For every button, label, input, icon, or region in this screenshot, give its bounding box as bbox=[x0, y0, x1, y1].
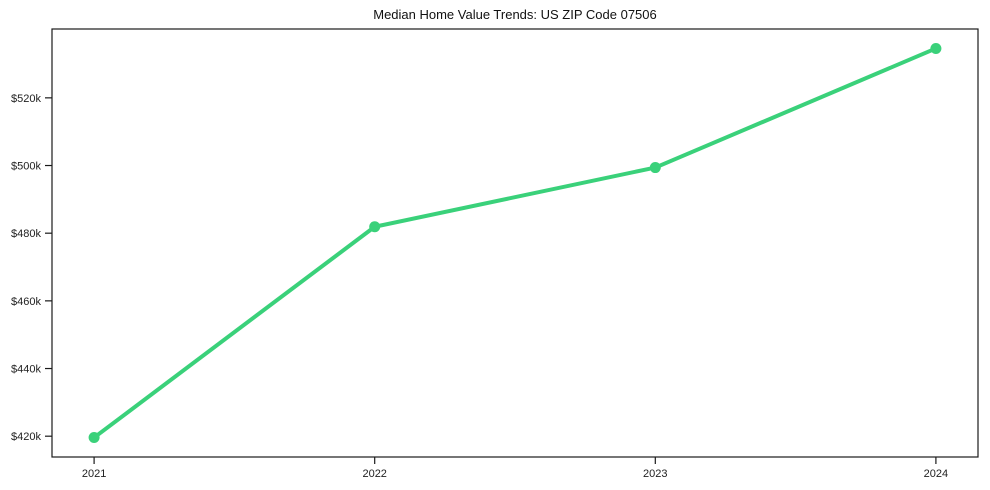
plot-area: $420k $440k $460k $480k $500k $520k 2021 2022 20… bbox=[11, 28, 979, 480]
x-tick-label: 2021 bbox=[82, 468, 106, 480]
y-tick-label: $500k bbox=[11, 161, 41, 173]
y-tick-label: $460k bbox=[11, 296, 41, 308]
x-tick-label: 2024 bbox=[924, 468, 948, 480]
x-tick-label: 2023 bbox=[643, 468, 667, 480]
chart-title: Median Home Value Trends: US ZIP Code 07… bbox=[373, 7, 657, 22]
data-point bbox=[88, 432, 100, 444]
trend-line bbox=[92, 46, 938, 440]
y-tick-label: $440k bbox=[11, 364, 41, 376]
y-tick-label: $420k bbox=[11, 431, 41, 443]
data-point bbox=[930, 42, 942, 54]
data-point bbox=[369, 221, 381, 233]
y-tick-label: $520k bbox=[11, 93, 41, 105]
plot-frame bbox=[51, 28, 979, 458]
y-tick-label: $480k bbox=[11, 228, 41, 240]
data-point bbox=[649, 162, 661, 174]
x-tick-label: 2022 bbox=[362, 468, 386, 480]
